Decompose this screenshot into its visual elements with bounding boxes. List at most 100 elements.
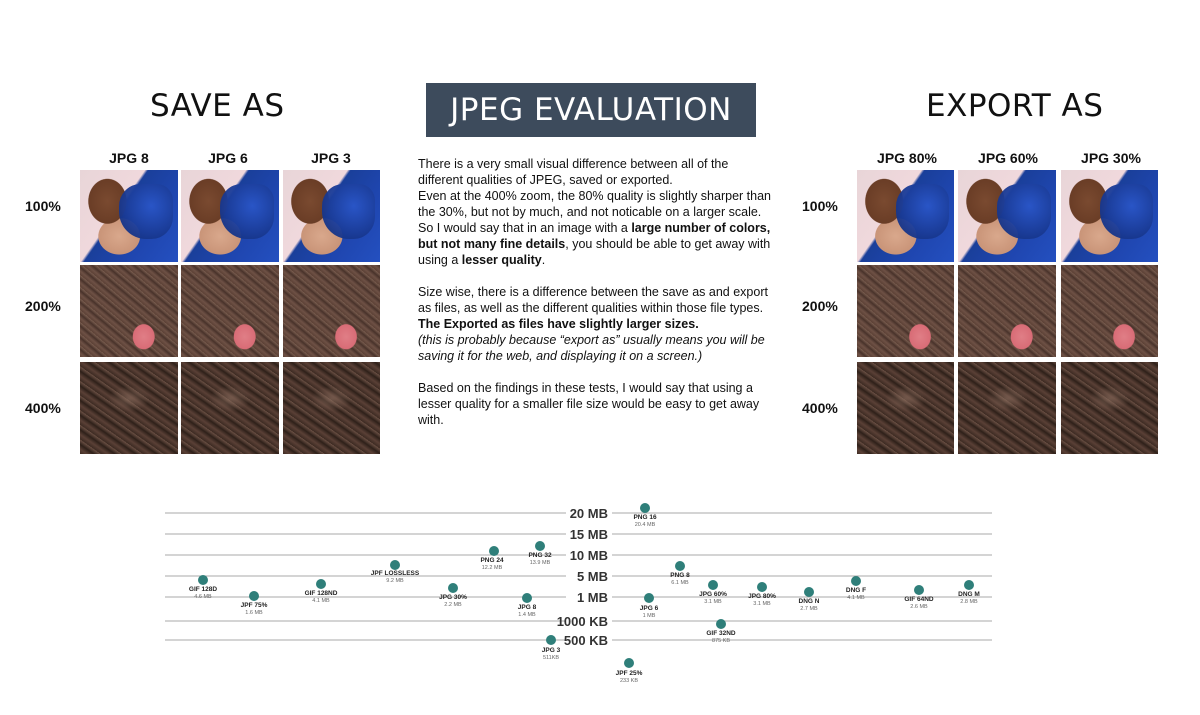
data-point-label: PNG 32 <box>528 552 552 559</box>
data-point-label: JPF 25% <box>616 670 643 677</box>
data-point-size: 2.7 MB <box>800 606 818 612</box>
data-point-size: 6.1 MB <box>671 580 689 586</box>
export-thumbnail-image <box>857 265 954 357</box>
data-point <box>489 546 499 556</box>
data-point <box>708 580 718 590</box>
data-point-size: 1.6 MB <box>245 610 263 616</box>
data-point-size: 1 MB <box>643 613 656 619</box>
data-point-label: PNG 24 <box>480 557 504 564</box>
description-line: So I would say that in an image with a l… <box>418 221 771 267</box>
data-point <box>757 582 767 592</box>
export-as-title: EXPORT AS <box>926 88 1104 124</box>
export-thumbnail-image <box>857 362 954 454</box>
data-point-label: JPG 30% <box>439 594 467 601</box>
export-thumbnail-image <box>1061 265 1158 357</box>
export-row-label: 400% <box>802 400 838 416</box>
export-thumbnail-image <box>958 170 1056 262</box>
data-point <box>390 560 400 570</box>
export-col-label: JPG 80% <box>877 150 937 166</box>
data-point <box>198 575 208 585</box>
save-as-title: SAVE AS <box>150 88 285 124</box>
save-thumbnail-image <box>80 362 178 454</box>
export-row-label: 100% <box>802 198 838 214</box>
y-tick-label: 15 MB <box>570 527 608 542</box>
description-line: Based on the findings in these tests, I … <box>418 381 760 427</box>
save-thumbnail-image <box>283 362 380 454</box>
data-point-size: 1.4 MB <box>518 612 536 618</box>
description-line: (this is probably because “export as” us… <box>418 333 765 363</box>
data-point-label: DNG F <box>846 587 866 594</box>
data-point <box>546 635 556 645</box>
export-thumbnail-image <box>958 362 1056 454</box>
description-line: There is a very small visual difference … <box>418 157 729 187</box>
data-point <box>640 503 650 513</box>
data-point-size: 2.6 MB <box>910 604 928 610</box>
data-point-label: GIF 32ND <box>706 630 736 637</box>
data-point-size: 3.1 MB <box>753 601 771 607</box>
y-tick-label: 20 MB <box>570 506 608 521</box>
description-text: There is a very small visual difference … <box>418 156 774 428</box>
data-point-label: JPF 75% <box>241 602 268 609</box>
data-point <box>675 561 685 571</box>
data-point-label: JPG 60% <box>699 591 727 598</box>
data-point-size: 4.1 MB <box>847 595 865 601</box>
data-point <box>522 593 532 603</box>
export-col-label: JPG 60% <box>978 150 1038 166</box>
y-tick-label: 5 MB <box>577 569 608 584</box>
data-point-label: DNG M <box>958 591 980 598</box>
description-line: Size wise, there is a difference between… <box>418 285 768 315</box>
data-point <box>964 580 974 590</box>
save-thumbnail-image <box>283 265 380 357</box>
save-col-label: JPG 3 <box>311 150 351 166</box>
data-point <box>249 591 259 601</box>
data-point <box>535 541 545 551</box>
data-point <box>716 619 726 629</box>
save-thumbnail-image <box>283 170 380 262</box>
data-point <box>851 576 861 586</box>
data-point-label: JPG 3 <box>542 647 561 654</box>
data-point-size: 9.2 MB <box>386 578 404 584</box>
data-point <box>644 593 654 603</box>
save-thumbnail-image <box>181 362 279 454</box>
y-tick-label: 500 KB <box>564 633 608 648</box>
description-line: Even at the 400% zoom, the 80% quality i… <box>418 189 771 219</box>
data-point-size: 875 KB <box>712 638 730 644</box>
save-thumbnail-image <box>80 265 178 357</box>
data-point-size: 4.6 MB <box>194 594 212 600</box>
save-row-label: 200% <box>25 298 61 314</box>
data-point-label: JPG 6 <box>640 605 659 612</box>
data-point <box>804 587 814 597</box>
data-point-label: GIF 128ND <box>305 590 338 597</box>
data-point-size: 511KB <box>543 655 559 661</box>
data-point-size: 13.9 MB <box>530 560 551 566</box>
data-point-size: 12.2 MB <box>482 565 503 571</box>
export-thumbnail-image <box>857 170 954 262</box>
main-title-banner: JPEG EVALUATION <box>426 83 756 137</box>
save-row-label: 100% <box>25 198 61 214</box>
data-point-label: DNG N <box>799 598 820 605</box>
save-thumbnail-image <box>80 170 178 262</box>
data-point <box>448 583 458 593</box>
data-point-label: PNG 8 <box>670 572 690 579</box>
y-tick-label: 1 MB <box>577 590 608 605</box>
file-size-chart: 20 MB 15 MB 10 MB 5 MB 1 MB 1000 KB 500 KB GIF … <box>165 503 992 684</box>
save-thumbnail-image <box>181 170 279 262</box>
data-point-label: JPG 8 <box>518 604 537 611</box>
main-title: JPEG EVALUATION <box>450 92 732 128</box>
data-point-label: JPG 80% <box>748 593 776 600</box>
data-point <box>316 579 326 589</box>
save-col-label: JPG 6 <box>208 150 248 166</box>
data-point-label: GIF 128D <box>189 586 217 593</box>
data-point-label: JPF LOSSLESS <box>371 570 420 577</box>
export-thumbnail-image <box>1061 170 1158 262</box>
data-point <box>624 658 634 668</box>
data-point-size: 2.8 MB <box>960 599 978 605</box>
data-point <box>914 585 924 595</box>
y-tick-label: 10 MB <box>570 548 608 563</box>
y-tick-label: 1000 KB <box>557 614 608 629</box>
data-point-size: 4.1 MB <box>312 598 330 604</box>
export-thumbnail-image <box>958 265 1056 357</box>
data-point-label: GIF 64ND <box>904 596 934 603</box>
export-col-label: JPG 30% <box>1081 150 1141 166</box>
data-point-size: 3.1 MB <box>704 599 722 605</box>
